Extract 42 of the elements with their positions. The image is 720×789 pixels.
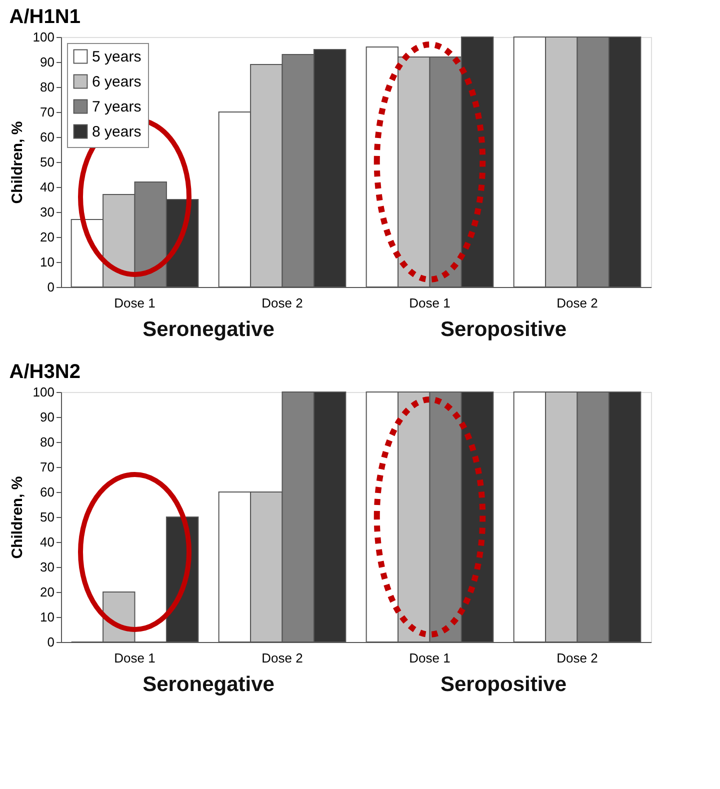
y-tick-label: 80 [40, 434, 54, 450]
legend-label: 7 years [92, 98, 142, 116]
chart-title: A/H3N2 [9, 361, 80, 383]
legend-label: 6 years [92, 74, 142, 90]
y-tick-label: 90 [40, 410, 54, 424]
y-tick-label: 60 [40, 484, 54, 500]
y-tick-label: 70 [40, 460, 54, 474]
text: Seropositive [440, 673, 567, 696]
y-tick-label: 70 [40, 104, 54, 120]
y-tick-label: 30 [40, 204, 54, 220]
y-tick-label: 40 [40, 180, 54, 194]
y-tick-label: 30 [40, 560, 54, 574]
y-tick-label: 10 [40, 254, 54, 270]
y-tick-label: 0 [47, 634, 54, 650]
text: Seropositive [440, 318, 567, 341]
y-tick-label: 100 [32, 30, 54, 44]
legend-label: 8 years [92, 124, 142, 140]
y-axis-title: Children, % [8, 121, 26, 204]
x-tick-label: Dose 1 [409, 650, 450, 666]
y-tick-label: 40 [40, 534, 54, 550]
y-tick-label: 80 [40, 80, 54, 94]
x-tick-label: Dose 1 [114, 650, 156, 666]
y-tick-label: 10 [40, 610, 54, 624]
x-tick-label: Dose 2 [262, 296, 303, 310]
y-tick-label: 50 [40, 510, 54, 524]
y-axis-title: Children, % [8, 476, 26, 559]
y-tick-label: 100 [32, 384, 54, 400]
text: Seronegative [142, 673, 274, 696]
x-tick-label: Dose 1 [114, 296, 156, 310]
y-tick-label: 0 [47, 280, 54, 294]
x-tick-label: Dose 2 [262, 650, 303, 666]
legend-label: 5 years [92, 48, 142, 66]
y-tick-label: 50 [40, 154, 54, 170]
y-tick-label: 90 [40, 54, 54, 70]
y-tick-label: 20 [40, 230, 54, 244]
text: Seronegative [142, 318, 274, 341]
x-tick-label: Dose 1 [409, 296, 450, 310]
x-tick-label: Dose 2 [556, 296, 598, 310]
y-tick-label: 20 [40, 584, 54, 600]
chart-title: A/H1N1 [9, 6, 80, 28]
y-tick-label: 60 [40, 130, 54, 144]
x-tick-label: Dose 2 [556, 650, 598, 666]
